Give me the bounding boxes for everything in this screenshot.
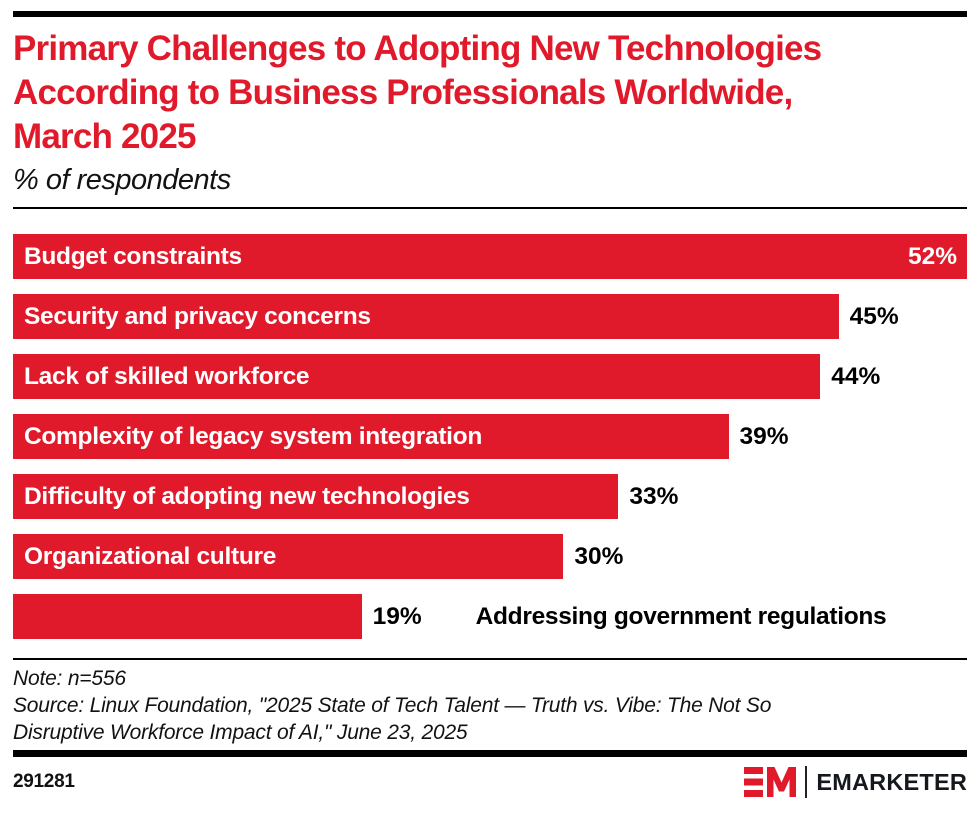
- emarketer-logo: EMARKETER: [744, 765, 967, 799]
- bar: Lack of skilled workforce: [13, 354, 821, 399]
- bar-value: 45%: [849, 302, 899, 330]
- bar-row: Complexity of legacy system integration …: [13, 414, 967, 459]
- note-text: Note: n=556: [13, 667, 126, 690]
- footer-divider: [13, 658, 967, 660]
- footer-bar: [13, 750, 967, 757]
- bar-value: 19%: [372, 602, 422, 630]
- bar-row: Security and privacy concerns 45%: [13, 294, 967, 339]
- chart-title-line-2: According to Business Professionals Worl…: [13, 73, 793, 112]
- chart-id: 291281: [13, 771, 75, 792]
- bar-value: 44%: [831, 362, 881, 390]
- bar-label: Lack of skilled workforce: [24, 362, 310, 390]
- bar-row: Lack of skilled workforce 44%: [13, 354, 967, 399]
- bar-row: 19% Addressing government regulations: [13, 594, 967, 639]
- bar-label: Budget constraints: [24, 242, 242, 270]
- bar: Organizational culture: [13, 534, 564, 579]
- bar-value: 39%: [739, 422, 789, 450]
- bar-row: Organizational culture 30%: [13, 534, 967, 579]
- chart-title: Primary Challenges to Adopting New Techn…: [13, 27, 967, 159]
- bar-chart: Budget constraints 52% Security and priv…: [13, 234, 967, 639]
- bar: [13, 594, 362, 639]
- chart-subtitle: % of respondents: [13, 164, 231, 196]
- bar: Complexity of legacy system integration: [13, 414, 729, 459]
- bar-label: Organizational culture: [24, 542, 277, 570]
- bar-value: 33%: [629, 482, 679, 510]
- emarketer-wordmark: EMARKETER: [816, 768, 967, 795]
- outside-bar-label: Addressing government regulations: [475, 602, 887, 630]
- chart-title-line-3: March 2025: [13, 117, 196, 156]
- bar: Budget constraints 52%: [13, 234, 967, 279]
- source-text-line-2: Disruptive Workforce Impact of AI," June…: [13, 721, 468, 744]
- bar: Security and privacy concerns: [13, 294, 839, 339]
- bar-label: Security and privacy concerns: [24, 302, 371, 330]
- notes-block: Note: n=556 Source: Linux Foundation, "2…: [13, 665, 967, 746]
- em-monogram-icon: [744, 767, 797, 797]
- bar-value: 52%: [907, 242, 957, 270]
- chart-title-line-1: Primary Challenges to Adopting New Techn…: [13, 29, 822, 68]
- bar: Difficulty of adopting new technologies: [13, 474, 619, 519]
- source-text-line-1: Source: Linux Foundation, "2025 State of…: [13, 694, 772, 717]
- chart-page: Primary Challenges to Adopting New Techn…: [0, 11, 980, 822]
- footer-bottom-row: 291281 EMARKETER: [13, 764, 967, 800]
- bar-label: Complexity of legacy system integration: [24, 422, 483, 450]
- header-divider: [13, 207, 967, 209]
- bar-label: Difficulty of adopting new technologies: [24, 482, 470, 510]
- logo-divider: [805, 766, 808, 798]
- top-rule: [13, 11, 967, 17]
- bar-row: Difficulty of adopting new technologies …: [13, 474, 967, 519]
- bar-row: Budget constraints 52%: [13, 234, 967, 279]
- bar-value: 30%: [574, 542, 624, 570]
